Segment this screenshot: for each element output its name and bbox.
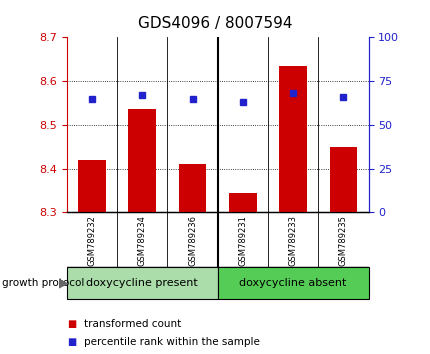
Bar [178, 164, 206, 212]
Bar [217, 267, 368, 299]
Text: percentile rank within the sample: percentile rank within the sample [84, 337, 259, 347]
Text: doxycycline present: doxycycline present [86, 278, 198, 288]
Text: GSM789234: GSM789234 [138, 215, 146, 266]
Text: doxycycline absent: doxycycline absent [239, 278, 346, 288]
Text: GSM789232: GSM789232 [87, 215, 96, 266]
Bar [279, 65, 306, 212]
Text: GSM789236: GSM789236 [187, 215, 197, 266]
Text: ▶: ▶ [59, 277, 68, 290]
Text: transformed count: transformed count [84, 319, 181, 329]
Bar [128, 109, 156, 212]
Text: GDS4096 / 8007594: GDS4096 / 8007594 [138, 16, 292, 31]
Bar [329, 147, 356, 212]
Bar [67, 267, 217, 299]
Bar [78, 160, 105, 212]
Text: growth protocol: growth protocol [2, 278, 84, 288]
Text: GSM789235: GSM789235 [338, 215, 347, 266]
Text: GSM789233: GSM789233 [288, 215, 297, 266]
Text: GSM789231: GSM789231 [238, 215, 247, 266]
Text: ■: ■ [67, 319, 76, 329]
Bar [228, 193, 256, 212]
Text: ■: ■ [67, 337, 76, 347]
